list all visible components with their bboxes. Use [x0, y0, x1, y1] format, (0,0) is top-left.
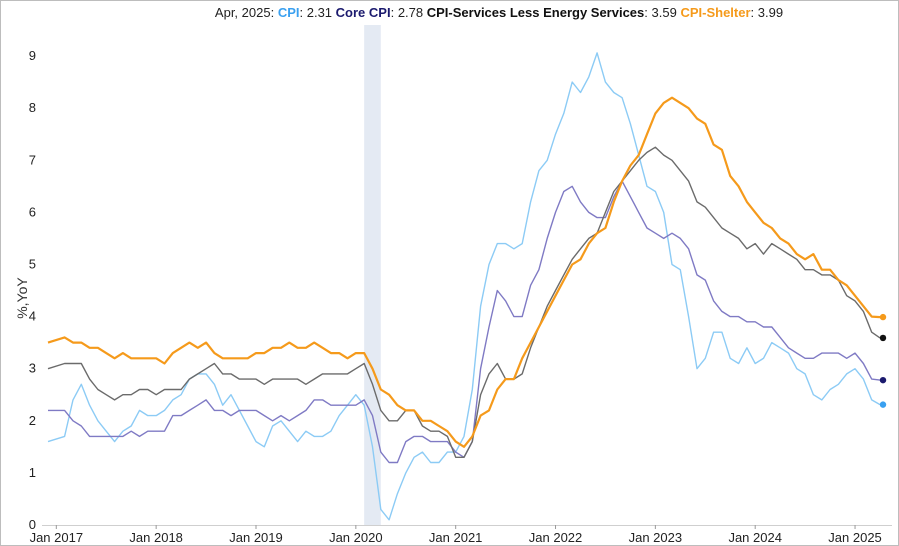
y-tick-label: 4 [29, 309, 36, 324]
legend-date: Apr, 2025: [214, 5, 275, 20]
y-tick-label: 7 [29, 152, 36, 167]
y-tick-label: 8 [29, 100, 36, 115]
x-tick-label: Jan 2024 [728, 530, 782, 545]
x-tick-label: Jan 2020 [329, 530, 383, 545]
series-line-cpi-services-less-energy-services [47, 146, 881, 458]
legend-name-services: CPI-Services Less Energy Services [426, 5, 645, 20]
x-tick-label: Jan 2022 [529, 530, 583, 545]
x-tick-label: Jan 2021 [429, 530, 483, 545]
series-end-marker-cpi-shelter [879, 313, 887, 321]
x-tick-label: Jan 2023 [629, 530, 683, 545]
legend-value-shelter: 3.99 [757, 5, 784, 20]
series-line-cpi-shelter [47, 96, 881, 448]
y-tick-label: 2 [29, 413, 36, 428]
x-tick-label: Jan 2019 [229, 530, 283, 545]
legend-name-core-cpi: Core CPI [335, 5, 391, 20]
series-end-marker-cpi-services-less-energy-services [879, 334, 887, 342]
legend-value-core-cpi: 2.78 [397, 5, 424, 20]
y-tick-label: 0 [29, 517, 36, 532]
series-end-marker-cpi [879, 401, 887, 408]
recession-band [364, 25, 381, 525]
legend-value-services: 3.59 [651, 5, 677, 20]
y-tick-label: 9 [29, 48, 36, 63]
legend-name-shelter: CPI-Shelter [680, 5, 751, 20]
chart-legend: Apr, 2025: CPI: 2.31 Core CPI: 2.78 CPI-… [214, 5, 784, 20]
x-tick-label: Jan 2025 [828, 530, 882, 545]
legend-name-cpi: CPI [277, 5, 300, 20]
y-tick-label: 5 [29, 256, 36, 271]
series-end-marker-core-cpi [879, 376, 887, 384]
x-tick-label: Jan 2018 [129, 530, 183, 545]
legend-value-cpi: 2.31 [306, 5, 333, 20]
x-tick-label: Jan 2017 [30, 530, 84, 545]
y-tick-label: 3 [29, 361, 36, 376]
y-tick-label: 6 [29, 204, 36, 219]
series-line-core-cpi [48, 180, 881, 464]
series-line-cpi [47, 52, 881, 521]
y-tick-label: 1 [29, 465, 36, 480]
